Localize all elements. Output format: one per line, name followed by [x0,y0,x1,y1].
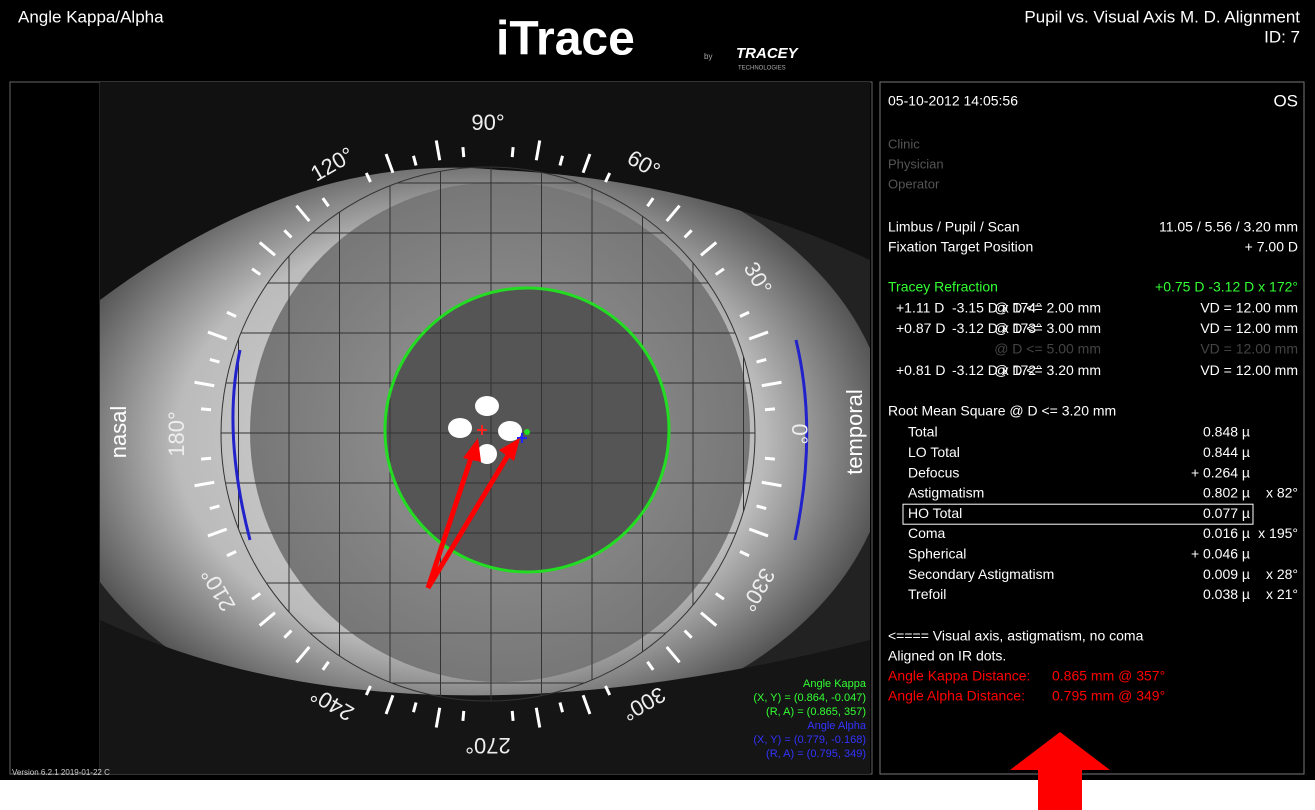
tick [201,458,211,459]
rms-label: Secondary Astigmatism [908,566,1054,582]
overlay-text: (X, Y) = (0.864, -0.047) [753,692,866,704]
field-label: Physician [888,156,944,171]
rms-label: HO Total [908,505,962,521]
overlay-text: Angle Alpha [807,720,867,732]
degree-label: 180° [164,411,189,457]
rms-title: Root Mean Square @ D <= 3.20 mm [888,403,1116,419]
label: Fixation Target Position [888,239,1033,255]
tick [512,147,513,157]
app-window: iTrace by TRACEY TECHNOLOGIES 90°60°30°0… [0,0,1315,810]
degree-label: 270° [465,733,511,758]
tick [512,711,513,721]
refraction-cell: VD = 12.00 mm [1200,320,1298,336]
rms-label: Trefoil [908,586,946,602]
rms-axis: x 82° [1266,485,1298,501]
overlay-text: (X, Y) = (0.779, -0.168) [753,734,866,746]
screen: iTrace by TRACEY TECHNOLOGIES 90°60°30°0… [0,0,1315,810]
rms-value: 0.077 µ [1203,505,1250,521]
refraction-cell: @ D <= 3.00 mm [994,320,1101,336]
rms-label: Total [908,424,938,440]
window-title: Angle Kappa/Alpha [18,7,164,26]
rms-value: 0.016 µ [1203,525,1250,541]
tick [201,409,211,410]
eye: OS [1273,91,1298,110]
rms-value: 0.038 µ [1203,586,1250,602]
side-label: temporal [842,389,867,475]
logo-by: by [704,52,712,61]
label: +0.75 D -3.12 D x 172° [1155,279,1298,295]
label: + 7.00 D [1245,239,1298,255]
label: Angle Kappa Distance: [888,668,1030,684]
label: Tracey Refraction [888,279,998,295]
label: 0.865 mm @ 357° [1052,668,1165,684]
field-label: Operator [888,176,940,191]
refraction-cell: @ D <= 5.00 mm [994,341,1101,357]
rms-axis: x 21° [1266,586,1298,602]
refraction-cell: VD = 12.00 mm [1200,362,1298,378]
label: 0.795 mm @ 349° [1052,688,1165,704]
refraction-cell: VD = 12.00 mm [1200,341,1298,357]
rms-value: 0.009 µ [1203,566,1250,582]
note: Aligned on IR dots. [888,648,1006,664]
datetime: 05-10-2012 14:05:56 [888,93,1018,109]
side-label: nasal [106,406,131,459]
tick [765,458,775,459]
rms-value: 0.844 µ [1203,444,1250,460]
brand: TRACEY [736,45,800,62]
field-label: Clinic [888,136,920,151]
rms-label: LO Total [908,444,960,460]
overlay-text: (R, A) = (0.865, 357) [766,706,866,718]
rms-value: 0.848 µ [1203,424,1250,440]
tick [463,711,464,721]
report-id: ID: 7 [1264,27,1300,46]
degree-label: 90° [471,110,504,135]
logo: iTrace [496,13,635,66]
refraction-cell: +1.11 D [896,300,944,316]
rms-value: + 0.046 µ [1191,546,1250,562]
brand-sub: TECHNOLOGIES [738,66,786,72]
label: Limbus / Pupil / Scan [888,219,1020,235]
rms-axis: x 195° [1258,525,1298,541]
tick [463,147,464,157]
refraction-cell: @ D <= 2.00 mm [994,300,1101,316]
refraction-cell: +0.81 D [896,362,945,378]
report-title: Pupil vs. Visual Axis M. D. Alignment [1024,7,1300,26]
rms-label: Spherical [908,546,966,562]
rms-value: 0.802 µ [1203,485,1250,501]
rms-value: + 0.264 µ [1191,464,1250,480]
version: Version 6.2.1 2019-01-22 C [12,768,110,777]
refraction-cell: @ D <= 3.20 mm [994,362,1101,378]
rms-label: Astigmatism [908,485,984,501]
rms-label: Defocus [908,464,959,480]
refraction-cell: +0.87 D [896,320,945,336]
tick [765,409,775,410]
rms-axis: x 28° [1266,566,1298,582]
label: 11.05 / 5.56 / 3.20 mm [1159,219,1298,235]
overlay-text: Angle Kappa [803,678,867,690]
rms-label: Coma [908,525,946,541]
degree-label: 0° [787,423,812,444]
note: <==== Visual axis, astigmatism, no coma [888,628,1144,644]
label: Angle Alpha Distance: [888,688,1025,704]
refraction-cell: VD = 12.00 mm [1200,300,1298,316]
overlay-text: (R, A) = (0.795, 349) [766,748,866,760]
